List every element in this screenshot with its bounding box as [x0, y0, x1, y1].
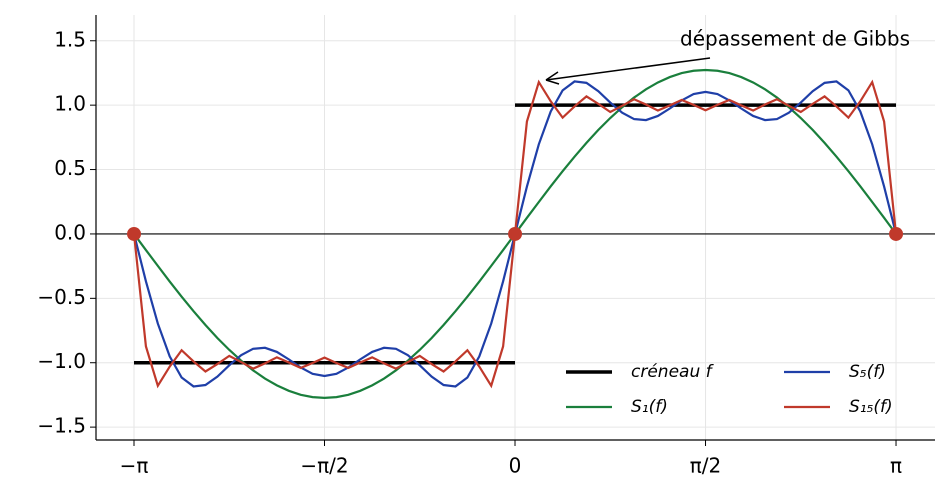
- y-tick-label: −1.0: [37, 349, 86, 373]
- x-tick-label: 0: [509, 454, 522, 478]
- y-tick-label: 0.0: [54, 220, 86, 244]
- y-tick-label: 1.5: [54, 27, 86, 51]
- y-tick-label: 0.5: [54, 156, 86, 180]
- x-tick-label: −π/2: [300, 454, 348, 478]
- legend-label: créneau f: [631, 362, 715, 382]
- point: [889, 226, 904, 241]
- annotation: dépassement de Gibbs: [680, 27, 910, 51]
- legend-label: S₁₅(f): [849, 397, 893, 417]
- x-tick-label: −π: [120, 454, 149, 478]
- series-line: [134, 103, 897, 365]
- y-tick-label: −1.5: [37, 414, 86, 438]
- legend-label: S₁(f): [631, 397, 668, 417]
- point: [127, 226, 142, 241]
- x-tick-label: π/2: [690, 454, 722, 478]
- point: [508, 226, 523, 241]
- y-tick-label: −0.5: [37, 285, 86, 309]
- legend-label: S₅(f): [849, 362, 886, 382]
- y-tick-label: 1.0: [54, 92, 86, 116]
- annotation-arrowhead: [545, 71, 560, 85]
- x-tick-label: π: [890, 454, 902, 478]
- legend: créneau f S₁(f) S₅(f) S₁₅(f): [566, 362, 893, 417]
- annotation-arrow: [545, 57, 711, 81]
